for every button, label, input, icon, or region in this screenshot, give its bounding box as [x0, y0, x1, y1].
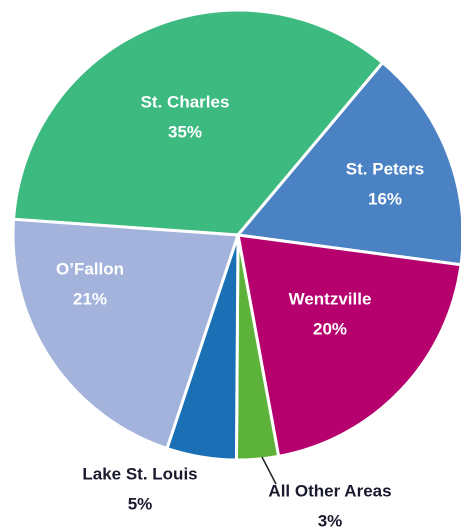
slice-label: Lake St. Louis: [82, 464, 197, 483]
slice-label: O’Fallon: [56, 259, 124, 278]
leader-line: [261, 456, 277, 485]
slice-value-label: 35%: [168, 122, 202, 141]
slice-value-label: 16%: [368, 189, 402, 208]
slice-label: St. Peters: [346, 159, 424, 178]
slice-label: All Other Areas: [268, 481, 391, 500]
slice-label: St. Charles: [141, 92, 230, 111]
slice-value-label: 21%: [73, 289, 107, 308]
pie-slice: [11, 217, 241, 451]
slice-value-label: 5%: [128, 494, 153, 513]
slice-value-label: 3%: [318, 511, 343, 528]
slice-value-label: 20%: [313, 319, 347, 338]
pie-slice: [11, 8, 385, 237]
slice-label: Wentzville: [289, 289, 372, 308]
pie-slice: [236, 233, 461, 459]
pie-slice: [235, 60, 461, 267]
